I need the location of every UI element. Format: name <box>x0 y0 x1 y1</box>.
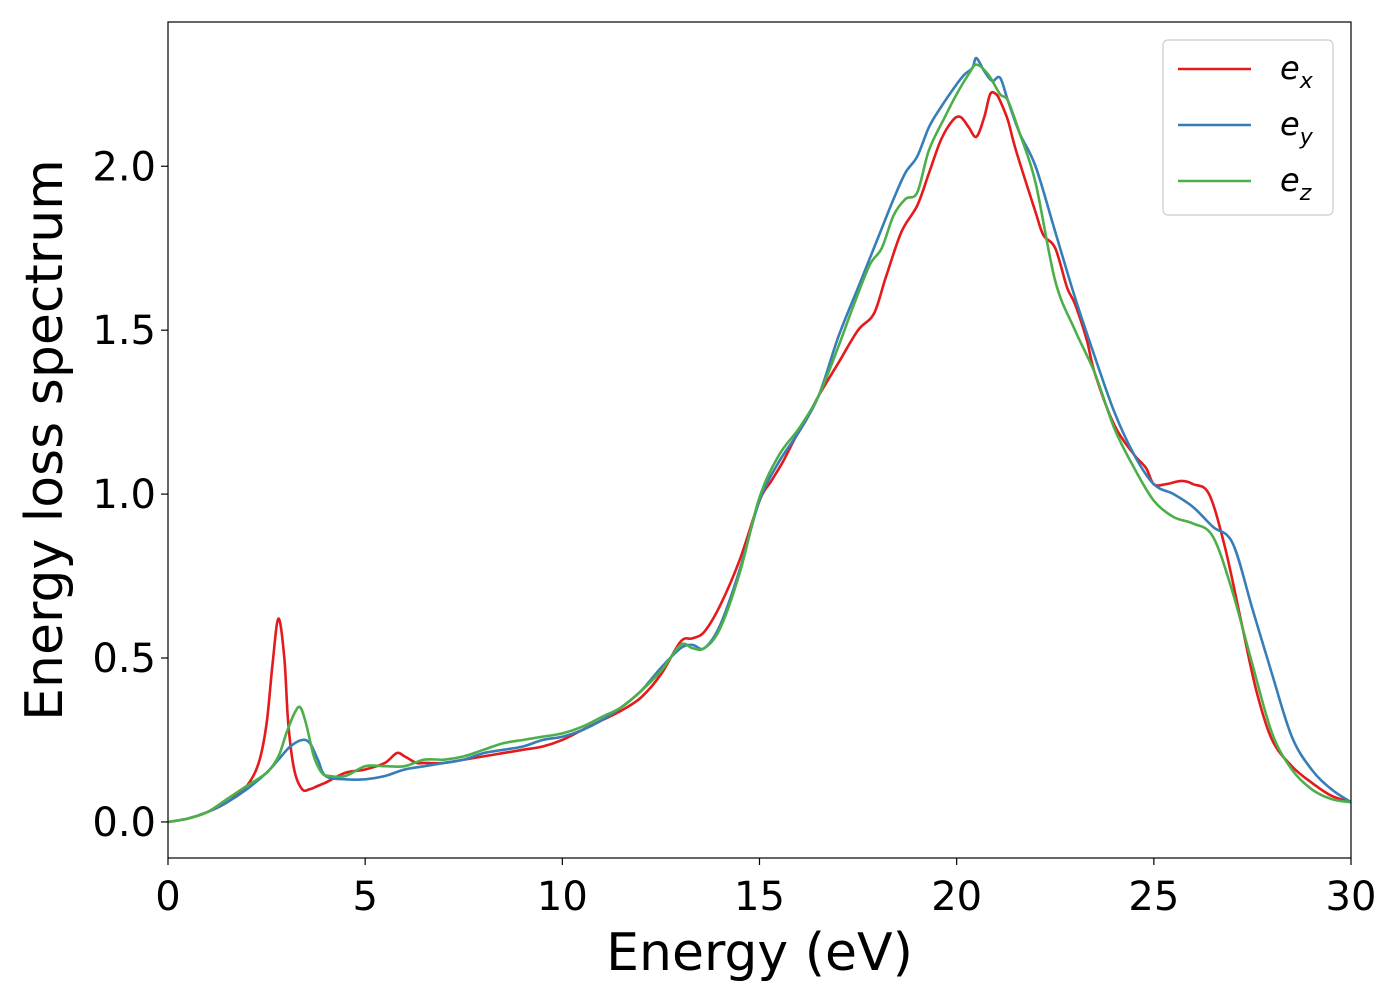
legend-label-base: e <box>1280 161 1300 199</box>
x-tick-label: 20 <box>931 874 982 920</box>
legend-box <box>1162 39 1334 216</box>
y-tick-label: 2.0 <box>92 144 156 190</box>
x-tick-label: 0 <box>155 874 180 920</box>
y-axis-title: Energy loss spectrum <box>15 159 75 721</box>
x-tick-label: 15 <box>734 874 785 920</box>
series-layer <box>168 56 1351 824</box>
x-axis: 0 5 10 15 20 25 30 <box>155 858 1376 920</box>
y-axis: 0.0 0.5 1.0 1.5 2.0 <box>92 144 168 846</box>
series-line-e-z <box>168 63 1351 824</box>
y-tick-label: 1.0 <box>92 472 156 518</box>
legend-label-subscript: x <box>1299 69 1314 94</box>
legend-label: ey <box>1280 105 1314 150</box>
legend-label-subscript: z <box>1299 181 1312 206</box>
series-line-e-y <box>168 56 1351 824</box>
x-tick-label: 30 <box>1326 874 1377 920</box>
legend-label-base: e <box>1280 49 1300 87</box>
x-tick-label: 25 <box>1128 874 1179 920</box>
legend-label-subscript: y <box>1299 125 1314 150</box>
y-tick-label: 1.5 <box>92 308 156 354</box>
legend-label-base: e <box>1280 105 1300 143</box>
y-tick-label: 0.5 <box>92 636 156 682</box>
legend-label: ez <box>1280 161 1312 206</box>
legend-label: ex <box>1280 49 1314 94</box>
y-tick-label: 0.0 <box>92 800 156 846</box>
x-tick-label: 10 <box>537 874 588 920</box>
x-tick-label: 5 <box>352 874 377 920</box>
x-axis-title: Energy (eV) <box>606 923 913 983</box>
